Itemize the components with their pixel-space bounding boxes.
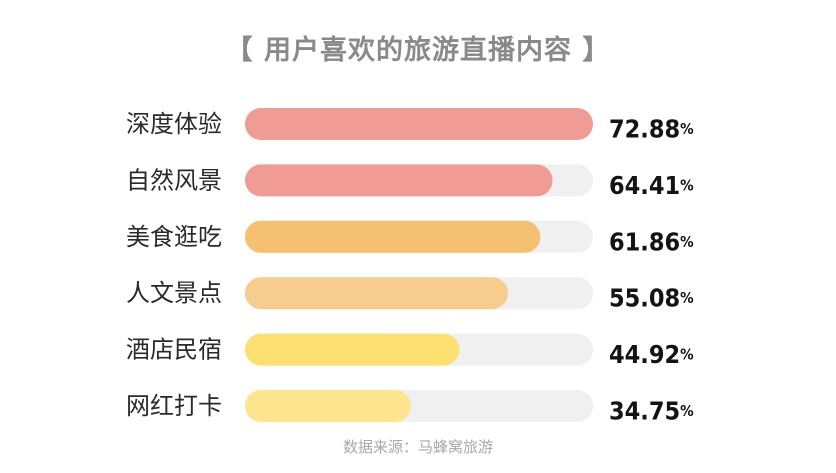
value-unit: % [680,402,694,420]
category-label: 网红打卡 [126,392,222,420]
bar [245,390,411,422]
bar [245,333,460,366]
value-label: 72.88% [609,115,694,144]
category-label: 美食逛吃 [126,223,222,251]
category-label: 酒店民宿 [126,336,222,364]
value-unit: % [680,289,694,307]
value-unit: % [680,233,694,251]
value-label: 61.86% [609,227,694,256]
bar [245,220,541,253]
category-label: 人文景点 [126,279,222,307]
chart-title: 【 用户喜欢的旅游直播内容 】 [225,35,611,66]
value-unit: % [680,346,694,364]
value-label: 64.41% [609,171,694,200]
bar [245,164,553,197]
value-unit: % [680,176,694,194]
value-label: 55.08% [609,284,694,313]
data-source-note: 数据来源：马蜂窝旅游 [342,438,493,456]
value-unit: % [680,120,694,138]
bar [245,108,593,140]
category-label: 自然风景 [126,166,222,194]
category-label: 深度体验 [126,110,222,138]
bar [245,277,509,310]
value-label: 44.92% [609,340,694,369]
value-label: 34.75% [609,397,694,426]
